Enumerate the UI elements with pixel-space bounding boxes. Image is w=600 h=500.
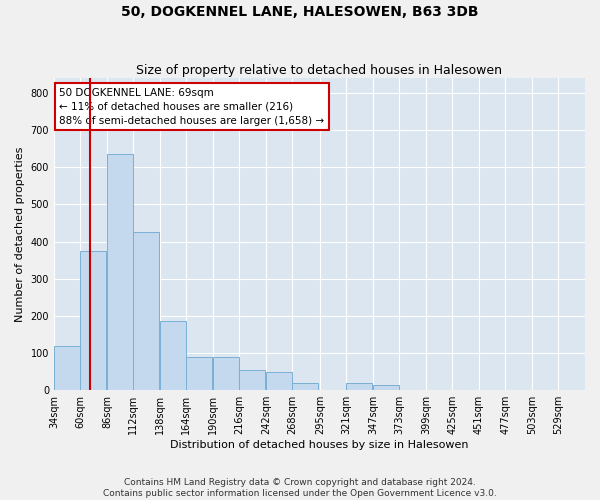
Title: Size of property relative to detached houses in Halesowen: Size of property relative to detached ho…	[136, 64, 502, 77]
Bar	[239, 370, 265, 390]
Text: Contains HM Land Registry data © Crown copyright and database right 2024.
Contai: Contains HM Land Registry data © Crown c…	[103, 478, 497, 498]
Text: 50 DOGKENNEL LANE: 69sqm
← 11% of detached houses are smaller (216)
88% of semi-: 50 DOGKENNEL LANE: 69sqm ← 11% of detach…	[59, 88, 325, 126]
Bar	[107, 154, 133, 390]
Bar	[373, 384, 399, 390]
Bar	[80, 251, 106, 390]
Bar	[160, 322, 186, 390]
Bar	[54, 346, 80, 390]
Bar	[187, 357, 212, 390]
Bar	[266, 372, 292, 390]
Bar	[213, 357, 239, 390]
Text: 50, DOGKENNEL LANE, HALESOWEN, B63 3DB: 50, DOGKENNEL LANE, HALESOWEN, B63 3DB	[121, 5, 479, 19]
Bar	[133, 232, 160, 390]
X-axis label: Distribution of detached houses by size in Halesowen: Distribution of detached houses by size …	[170, 440, 469, 450]
Bar	[346, 383, 373, 390]
Y-axis label: Number of detached properties: Number of detached properties	[15, 146, 25, 322]
Bar	[292, 383, 319, 390]
